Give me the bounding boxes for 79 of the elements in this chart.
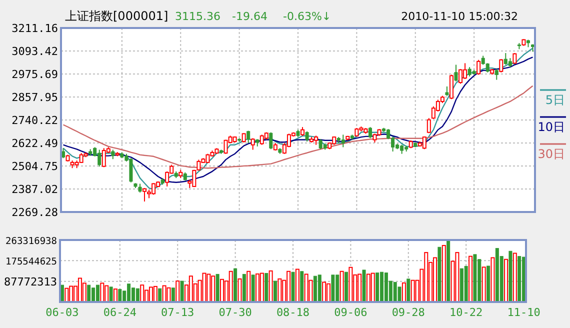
y-tick-label: 2269.28 — [12, 206, 58, 219]
text: 3115.36 — [175, 10, 220, 23]
bar — [136, 288, 140, 302]
legend-label: 30日 — [538, 147, 565, 161]
candlestick — [445, 86, 449, 96]
bar — [438, 246, 442, 302]
candlestick — [142, 188, 147, 202]
chart-title: 上证指数[000001] — [65, 9, 168, 23]
bar — [518, 256, 522, 302]
x-tick-label: 07-30 — [218, 306, 252, 319]
bar — [264, 273, 268, 302]
candlestick — [62, 148, 66, 159]
y-tick-label: 2387.02 — [12, 183, 58, 196]
bar — [118, 289, 122, 302]
bar — [464, 266, 468, 302]
candlestick — [242, 132, 246, 144]
text: -0.63%↓ — [283, 10, 332, 23]
y-tick-label: 3093.42 — [12, 45, 58, 58]
y-tick-label: 2504.75 — [12, 160, 58, 173]
candlestick — [458, 68, 463, 84]
bar — [242, 274, 246, 302]
y-tick-label: 2857.95 — [12, 91, 58, 104]
x-tick-label: 09-06 — [334, 306, 368, 319]
bar — [180, 280, 184, 302]
candlestick — [111, 149, 115, 160]
bar — [171, 288, 175, 302]
bar — [274, 280, 277, 302]
legend-label: 5日 — [545, 93, 565, 107]
bar — [362, 270, 366, 302]
bar — [344, 272, 348, 302]
x-tick-label: 09-28 — [392, 306, 425, 319]
y-tick-label: 2622.49 — [12, 137, 58, 150]
candlestick — [512, 52, 517, 64]
y-tick-label: 2740.22 — [12, 114, 58, 127]
text: 2010-11-10 15:00:32 — [401, 10, 518, 23]
bar — [96, 284, 100, 302]
text: -19.64 — [232, 10, 268, 23]
bar — [376, 272, 380, 302]
candlestick — [476, 59, 481, 76]
x-tick-label: 08-18 — [276, 306, 310, 319]
candlestick — [422, 136, 426, 150]
candlestick — [454, 64, 458, 82]
bar — [216, 274, 220, 302]
y-tick-label: 3211.16 — [12, 22, 58, 35]
candlestick — [426, 118, 431, 134]
candlestick — [250, 138, 255, 150]
bar — [158, 288, 162, 302]
candlestick — [449, 74, 454, 100]
x-tick-label: 06-03 — [46, 306, 79, 319]
candlestick — [499, 58, 504, 73]
bar — [291, 272, 295, 302]
x-tick-label: 11-10 — [507, 306, 540, 319]
bar — [234, 268, 238, 302]
y-tick-label: 87772313 — [4, 275, 57, 288]
candlestick — [269, 132, 273, 150]
bar — [446, 240, 450, 302]
line-series — [62, 85, 534, 169]
candlestick — [246, 130, 250, 144]
bar — [300, 271, 304, 302]
x-tick-label: 06-24 — [103, 306, 137, 319]
bar — [331, 274, 335, 302]
bar — [473, 254, 477, 302]
y-tick-label: 2975.69 — [12, 68, 58, 81]
bar — [109, 286, 113, 302]
bar — [318, 274, 322, 302]
bar — [87, 284, 91, 302]
bar — [508, 250, 512, 302]
y-tick-label: 175544625 — [6, 256, 57, 268]
candlestick — [494, 68, 498, 80]
y-tick-label: 263316938 — [6, 236, 58, 247]
x-tick-label: 07-13 — [161, 306, 194, 319]
bar — [251, 274, 255, 302]
legend-label: 10日 — [538, 120, 565, 134]
candlestick — [305, 130, 309, 142]
bar — [486, 266, 490, 302]
candlestick — [341, 134, 345, 148]
candlestick — [368, 126, 372, 139]
bar — [406, 278, 410, 302]
x-tick-label: 10-22 — [450, 306, 483, 319]
